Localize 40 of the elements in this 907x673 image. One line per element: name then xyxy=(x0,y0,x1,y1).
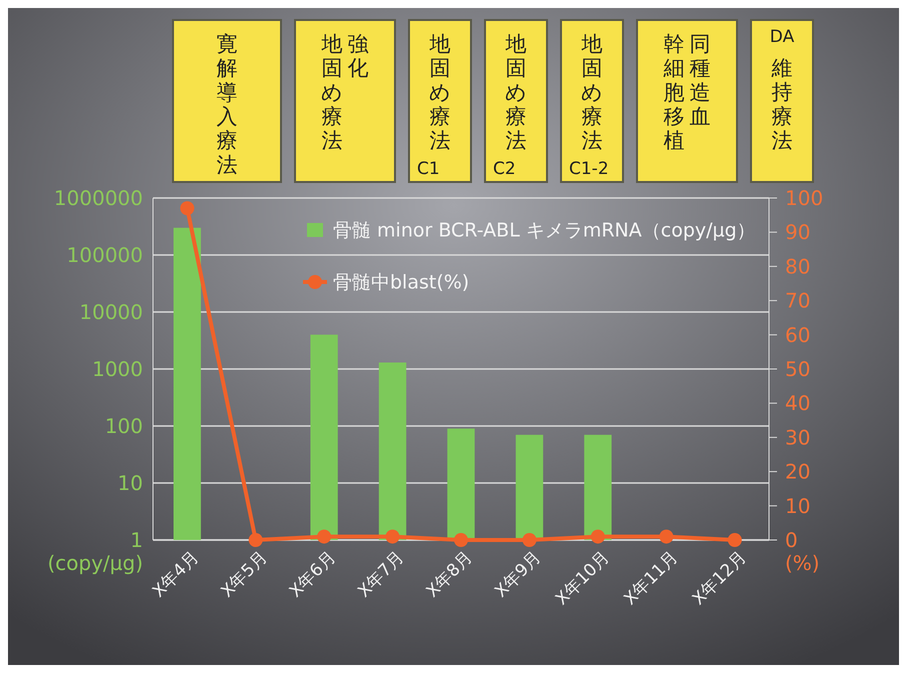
text: 地固め療法 C1 xyxy=(417,32,451,179)
y2-tick-label: 50 xyxy=(785,357,810,381)
x-tick-label: X年5月 xyxy=(217,548,272,602)
text: DA 維持療法 xyxy=(770,27,795,152)
y2-tick-label: 70 xyxy=(785,288,810,313)
text: 強化 xyxy=(348,32,368,80)
y2-tick-label: 80 xyxy=(785,254,810,278)
y2-tick-label: 30 xyxy=(785,425,810,450)
x-tick-label: X年9月 xyxy=(491,548,546,602)
y2-tick-label: 90 xyxy=(785,220,810,244)
y2-axis-title: (%) xyxy=(785,551,820,575)
y-tick-label: 10000 xyxy=(79,300,143,324)
y-axis-title: (copy/µg) xyxy=(47,551,143,575)
x-tick-label: X年8月 xyxy=(422,548,477,602)
y-tick-label: 100000 xyxy=(66,243,143,267)
y-tick-label: 1000000 xyxy=(54,186,143,210)
legend-label: 骨髄 minor BCR-ABL キメラmRNA（copy/µg） xyxy=(333,220,756,242)
y-tick-label: 100 xyxy=(104,414,143,438)
text: 地固め療法 xyxy=(320,32,343,153)
text: 地固め療法 C1-2 xyxy=(569,32,609,179)
text: 同種造血 xyxy=(690,32,710,128)
y-tick-label: 1 xyxy=(130,528,143,552)
text: 地固め療法 C2 xyxy=(493,32,527,179)
y2-tick-label: 0 xyxy=(785,528,798,552)
y2-tick-label: 100 xyxy=(785,186,824,210)
y-tick-label: 10 xyxy=(118,471,143,495)
x-tick-label: X年11月 xyxy=(620,548,682,610)
y2-tick-label: 10 xyxy=(785,494,810,518)
x-tick-label: X年4月 xyxy=(148,548,203,602)
x-tick-label: X年6月 xyxy=(286,548,340,602)
legend-label: 骨髄中blast(%) xyxy=(333,272,470,294)
y-tick-label: 1000 xyxy=(92,357,143,381)
y2-tick-label: 60 xyxy=(785,322,810,347)
text: 寛解導入療法 xyxy=(216,32,238,177)
x-tick-label: X年10月 xyxy=(552,548,614,610)
text: 幹細胞移植 xyxy=(662,32,684,153)
x-tick-label: X年7月 xyxy=(354,548,408,602)
y2-tick-label: 40 xyxy=(785,391,810,416)
y2-tick-label: 20 xyxy=(785,460,810,484)
x-tick-label: X年12月 xyxy=(688,548,751,610)
